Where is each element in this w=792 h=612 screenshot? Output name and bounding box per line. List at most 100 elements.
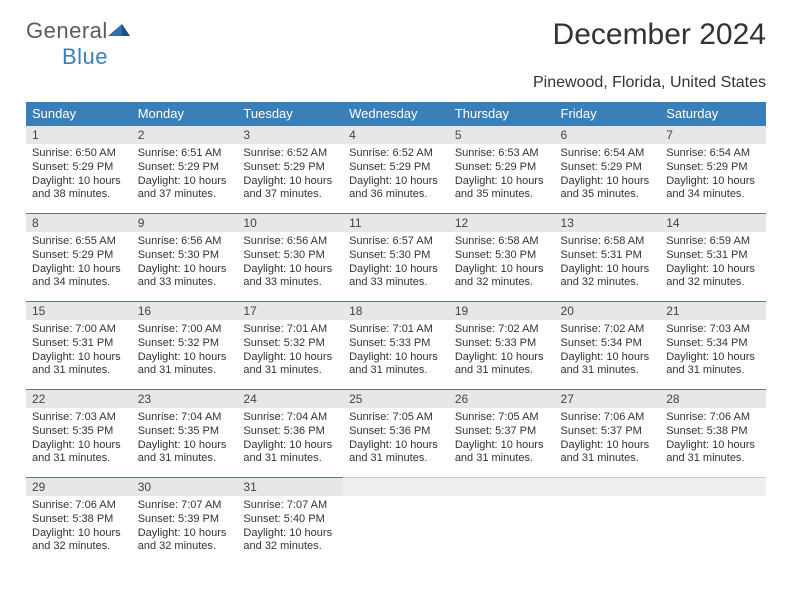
calendar-cell: 30Sunrise: 7:07 AMSunset: 5:39 PMDayligh…	[132, 477, 238, 565]
weekday-header: Tuesday	[237, 102, 343, 125]
sunrise-text: Sunrise: 7:06 AM	[666, 411, 760, 425]
sunrise-text: Sunrise: 7:04 AM	[243, 411, 337, 425]
day-number: 3	[237, 125, 343, 144]
calendar-cell: 10Sunrise: 6:56 AMSunset: 5:30 PMDayligh…	[237, 213, 343, 301]
day-number: 23	[132, 389, 238, 408]
sunrise-text: Sunrise: 6:56 AM	[243, 235, 337, 249]
sunset-text: Sunset: 5:35 PM	[32, 425, 126, 439]
daylight-line2: and 31 minutes.	[666, 452, 760, 466]
day-details: Sunrise: 7:02 AMSunset: 5:34 PMDaylight:…	[555, 320, 661, 382]
weekday-header: Friday	[555, 102, 661, 125]
day-number: 1	[26, 125, 132, 144]
daylight-line2: and 34 minutes.	[32, 276, 126, 290]
calendar-cell: 24Sunrise: 7:04 AMSunset: 5:36 PMDayligh…	[237, 389, 343, 477]
day-details: Sunrise: 7:02 AMSunset: 5:33 PMDaylight:…	[449, 320, 555, 382]
daylight-line2: and 31 minutes.	[243, 364, 337, 378]
day-details: Sunrise: 6:54 AMSunset: 5:29 PMDaylight:…	[660, 144, 766, 206]
daylight-line1: Daylight: 10 hours	[243, 351, 337, 365]
calendar-cell: 2Sunrise: 6:51 AMSunset: 5:29 PMDaylight…	[132, 125, 238, 213]
day-number: 26	[449, 389, 555, 408]
daylight-line1: Daylight: 10 hours	[666, 263, 760, 277]
day-number: 6	[555, 125, 661, 144]
sunrise-text: Sunrise: 7:07 AM	[138, 499, 232, 513]
sunrise-text: Sunrise: 6:56 AM	[138, 235, 232, 249]
day-number-bar	[449, 477, 555, 496]
sunset-text: Sunset: 5:29 PM	[32, 161, 126, 175]
weekday-header: Sunday	[26, 102, 132, 125]
day-number: 11	[343, 213, 449, 232]
sunset-text: Sunset: 5:38 PM	[666, 425, 760, 439]
day-details: Sunrise: 6:55 AMSunset: 5:29 PMDaylight:…	[26, 232, 132, 294]
day-details: Sunrise: 6:57 AMSunset: 5:30 PMDaylight:…	[343, 232, 449, 294]
calendar-cell: 26Sunrise: 7:05 AMSunset: 5:37 PMDayligh…	[449, 389, 555, 477]
daylight-line2: and 31 minutes.	[32, 452, 126, 466]
sunrise-text: Sunrise: 7:07 AM	[243, 499, 337, 513]
calendar-cell: 16Sunrise: 7:00 AMSunset: 5:32 PMDayligh…	[132, 301, 238, 389]
daylight-line2: and 31 minutes.	[32, 364, 126, 378]
daylight-line1: Daylight: 10 hours	[455, 175, 549, 189]
daylight-line1: Daylight: 10 hours	[349, 263, 443, 277]
daylight-line2: and 31 minutes.	[561, 452, 655, 466]
sunset-text: Sunset: 5:29 PM	[243, 161, 337, 175]
sunset-text: Sunset: 5:29 PM	[349, 161, 443, 175]
day-details: Sunrise: 6:56 AMSunset: 5:30 PMDaylight:…	[237, 232, 343, 294]
daylight-line1: Daylight: 10 hours	[349, 175, 443, 189]
daylight-line1: Daylight: 10 hours	[138, 351, 232, 365]
day-number: 10	[237, 213, 343, 232]
sunrise-text: Sunrise: 7:03 AM	[32, 411, 126, 425]
day-number: 27	[555, 389, 661, 408]
sunset-text: Sunset: 5:29 PM	[666, 161, 760, 175]
daylight-line2: and 31 minutes.	[243, 452, 337, 466]
day-number: 17	[237, 301, 343, 320]
location-text: Pinewood, Florida, United States	[26, 74, 766, 92]
day-number: 21	[660, 301, 766, 320]
sunset-text: Sunset: 5:38 PM	[32, 513, 126, 527]
daylight-line1: Daylight: 10 hours	[666, 351, 760, 365]
daylight-line1: Daylight: 10 hours	[349, 439, 443, 453]
day-number: 24	[237, 389, 343, 408]
day-number: 25	[343, 389, 449, 408]
sunset-text: Sunset: 5:30 PM	[349, 249, 443, 263]
daylight-line1: Daylight: 10 hours	[243, 439, 337, 453]
daylight-line2: and 31 minutes.	[138, 364, 232, 378]
day-details: Sunrise: 6:51 AMSunset: 5:29 PMDaylight:…	[132, 144, 238, 206]
calendar-cell: 14Sunrise: 6:59 AMSunset: 5:31 PMDayligh…	[660, 213, 766, 301]
daylight-line2: and 38 minutes.	[32, 188, 126, 202]
sunrise-text: Sunrise: 6:52 AM	[349, 147, 443, 161]
day-number: 9	[132, 213, 238, 232]
daylight-line2: and 32 minutes.	[243, 540, 337, 554]
calendar-cell: 11Sunrise: 6:57 AMSunset: 5:30 PMDayligh…	[343, 213, 449, 301]
sunset-text: Sunset: 5:37 PM	[455, 425, 549, 439]
daylight-line2: and 35 minutes.	[455, 188, 549, 202]
day-number: 5	[449, 125, 555, 144]
day-details: Sunrise: 6:59 AMSunset: 5:31 PMDaylight:…	[660, 232, 766, 294]
daylight-line2: and 31 minutes.	[666, 364, 760, 378]
day-number: 4	[343, 125, 449, 144]
daylight-line2: and 32 minutes.	[32, 540, 126, 554]
daylight-line2: and 33 minutes.	[138, 276, 232, 290]
daylight-line2: and 31 minutes.	[561, 364, 655, 378]
calendar-cell: 9Sunrise: 6:56 AMSunset: 5:30 PMDaylight…	[132, 213, 238, 301]
sunrise-text: Sunrise: 7:00 AM	[138, 323, 232, 337]
day-number: 14	[660, 213, 766, 232]
daylight-line1: Daylight: 10 hours	[561, 175, 655, 189]
logo: General Blue	[26, 18, 130, 70]
daylight-line2: and 31 minutes.	[349, 364, 443, 378]
daylight-line2: and 34 minutes.	[666, 188, 760, 202]
daylight-line2: and 31 minutes.	[455, 364, 549, 378]
sunrise-text: Sunrise: 7:00 AM	[32, 323, 126, 337]
calendar-cell: 21Sunrise: 7:03 AMSunset: 5:34 PMDayligh…	[660, 301, 766, 389]
calendar-cell: 1Sunrise: 6:50 AMSunset: 5:29 PMDaylight…	[26, 125, 132, 213]
weekday-header: Monday	[132, 102, 238, 125]
calendar-cell: 19Sunrise: 7:02 AMSunset: 5:33 PMDayligh…	[449, 301, 555, 389]
day-details: Sunrise: 7:01 AMSunset: 5:32 PMDaylight:…	[237, 320, 343, 382]
calendar-cell: 8Sunrise: 6:55 AMSunset: 5:29 PMDaylight…	[26, 213, 132, 301]
day-details: Sunrise: 6:58 AMSunset: 5:31 PMDaylight:…	[555, 232, 661, 294]
calendar-cell	[555, 477, 661, 565]
day-details: Sunrise: 7:00 AMSunset: 5:31 PMDaylight:…	[26, 320, 132, 382]
sunset-text: Sunset: 5:31 PM	[666, 249, 760, 263]
day-details: Sunrise: 7:06 AMSunset: 5:38 PMDaylight:…	[26, 496, 132, 558]
day-details: Sunrise: 6:52 AMSunset: 5:29 PMDaylight:…	[237, 144, 343, 206]
day-number: 8	[26, 213, 132, 232]
daylight-line1: Daylight: 10 hours	[243, 263, 337, 277]
